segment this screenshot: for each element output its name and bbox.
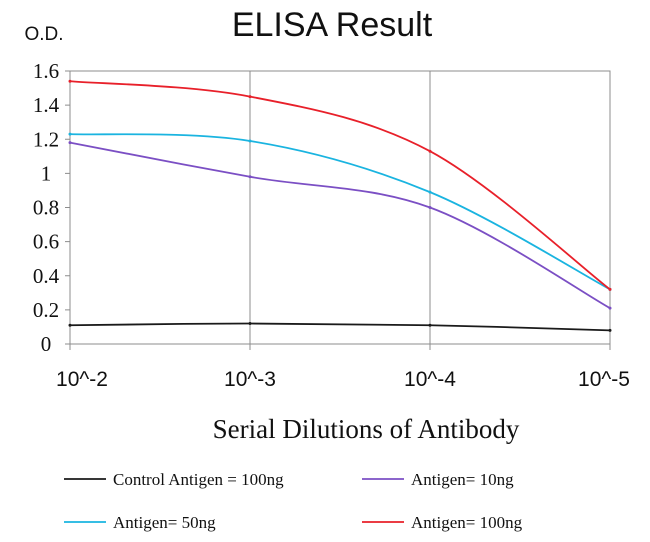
data-point: [248, 322, 252, 326]
data-point: [68, 141, 72, 145]
legend: Control Antigen = 100ng Antigen= 10ng Anti…: [64, 470, 523, 532]
y-tick-label: 1: [41, 161, 52, 185]
data-point: [428, 323, 432, 327]
y-tick-label: 0: [41, 332, 52, 356]
data-point: [608, 287, 612, 291]
series-line-2: [69, 133, 611, 291]
x-tick-label: 10^-3: [224, 368, 276, 391]
legend-item-label: Antigen= 10ng: [411, 470, 514, 489]
y-tick-label: 1.2: [33, 127, 59, 151]
grid-layer: [69, 70, 611, 345]
axes-layer: 0 0.2 0.4 0.6 0.8 1 1.2 1.4 1.6 10^-2 10^-3 10^-4 10…: [33, 59, 630, 391]
data-point: [248, 175, 252, 179]
data-point: [428, 206, 432, 209]
x-tick-label: 10^-2: [56, 368, 108, 391]
legend-item-label: Antigen= 50ng: [113, 513, 216, 532]
data-point: [608, 328, 612, 332]
y-tick-label: 1.6: [33, 59, 59, 83]
series-line-3: [69, 80, 611, 291]
legend-item-label: Control Antigen = 100ng: [113, 470, 284, 489]
y-tick-label: 0.2: [33, 298, 59, 322]
y-tick-label: 0.4: [33, 264, 60, 288]
data-point: [68, 132, 72, 136]
x-tick-label: 10^-4: [404, 368, 456, 391]
data-point: [608, 306, 612, 310]
y-axis-label: O.D.: [24, 24, 63, 45]
legend-item-label: Antigen= 100ng: [411, 513, 523, 532]
data-point: [248, 95, 252, 99]
x-axis-label: Serial Dilutions of Antibody: [213, 414, 520, 444]
data-point: [68, 323, 72, 327]
series-line-0: [69, 322, 611, 332]
chart-title: ELISA Result: [232, 6, 433, 44]
series-layer: [68, 79, 612, 332]
y-tick-label: 0.8: [33, 196, 59, 220]
data-point: [248, 139, 252, 143]
y-tick-label: 1.4: [33, 93, 60, 117]
y-tick-label: 0.6: [33, 230, 59, 254]
series-line-1: [69, 141, 611, 309]
data-point: [68, 79, 72, 83]
x-tick-label: 10^-5: [578, 368, 630, 391]
plot-area-border: [69, 70, 611, 345]
data-point: [428, 149, 432, 153]
data-point: [428, 190, 432, 194]
